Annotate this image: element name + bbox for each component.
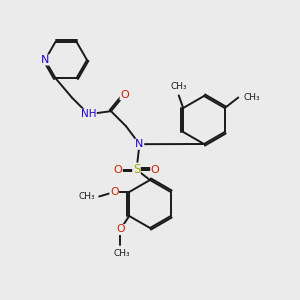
Text: O: O <box>120 90 129 100</box>
Text: NH: NH <box>81 109 96 119</box>
Text: S: S <box>133 163 140 176</box>
Text: CH₃: CH₃ <box>78 192 95 201</box>
Text: N: N <box>41 55 49 65</box>
Text: O: O <box>113 165 122 175</box>
Text: CH₃: CH₃ <box>244 93 260 102</box>
Text: O: O <box>116 224 124 235</box>
Text: N: N <box>135 139 144 149</box>
Text: CH₃: CH₃ <box>170 82 187 91</box>
Text: O: O <box>110 187 118 197</box>
Text: O: O <box>151 165 160 175</box>
Text: CH₃: CH₃ <box>113 249 130 258</box>
